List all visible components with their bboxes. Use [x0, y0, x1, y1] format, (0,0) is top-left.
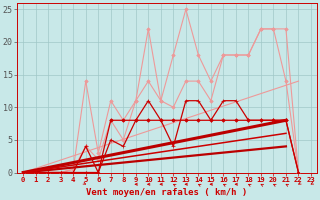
X-axis label: Vent moyen/en rafales ( km/h ): Vent moyen/en rafales ( km/h )	[86, 188, 248, 197]
